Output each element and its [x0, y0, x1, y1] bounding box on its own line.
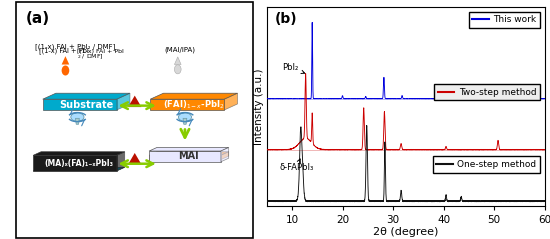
Text: PbI₂: PbI₂ — [282, 63, 305, 73]
Polygon shape — [183, 118, 187, 124]
Text: $_2$ / DMF]: $_2$ / DMF] — [78, 52, 104, 61]
Polygon shape — [128, 153, 141, 164]
Polygon shape — [43, 99, 117, 110]
Text: [(1-x) FAI + PbI: [(1-x) FAI + PbI — [78, 49, 124, 54]
Polygon shape — [174, 57, 181, 65]
Ellipse shape — [62, 65, 69, 76]
Polygon shape — [149, 155, 221, 160]
Polygon shape — [62, 56, 69, 65]
Text: (b): (b) — [275, 12, 298, 26]
Text: Substrate: Substrate — [59, 100, 113, 109]
Text: [(1-x) FAI + PbI₂ / DMF]: [(1-x) FAI + PbI₂ / DMF] — [35, 43, 115, 50]
Polygon shape — [33, 155, 117, 171]
Text: (a): (a) — [26, 11, 50, 26]
Polygon shape — [33, 167, 125, 171]
Text: [(1-x) FAI + PbI: [(1-x) FAI + PbI — [39, 47, 89, 54]
X-axis label: 2θ (degree): 2θ (degree) — [373, 227, 438, 237]
Polygon shape — [224, 93, 238, 110]
Polygon shape — [33, 152, 125, 155]
Polygon shape — [221, 147, 229, 162]
Text: (MA)ₓ(FA)₁₋ₓPbI₃: (MA)ₓ(FA)₁₋ₓPbI₃ — [45, 159, 113, 168]
Y-axis label: Intensity (a.u.): Intensity (a.u.) — [254, 68, 264, 145]
Polygon shape — [149, 152, 229, 155]
Polygon shape — [149, 147, 229, 151]
Ellipse shape — [71, 113, 84, 121]
Ellipse shape — [178, 113, 191, 121]
Polygon shape — [149, 151, 221, 162]
Polygon shape — [221, 152, 229, 160]
Text: (MAI/IPA): (MAI/IPA) — [164, 46, 196, 53]
Polygon shape — [150, 99, 224, 110]
Polygon shape — [75, 118, 79, 124]
Polygon shape — [117, 152, 125, 171]
Polygon shape — [128, 96, 141, 107]
Polygon shape — [150, 93, 238, 99]
Legend: One-step method: One-step method — [433, 157, 540, 173]
Polygon shape — [43, 93, 130, 99]
Polygon shape — [117, 93, 130, 110]
Ellipse shape — [174, 65, 181, 74]
Text: MAI: MAI — [179, 151, 199, 161]
Text: (FAI)$_{1-x}$-PbI$_2$: (FAI)$_{1-x}$-PbI$_2$ — [163, 98, 225, 111]
Text: δ-FAPbI₃: δ-FAPbI₃ — [279, 159, 313, 172]
